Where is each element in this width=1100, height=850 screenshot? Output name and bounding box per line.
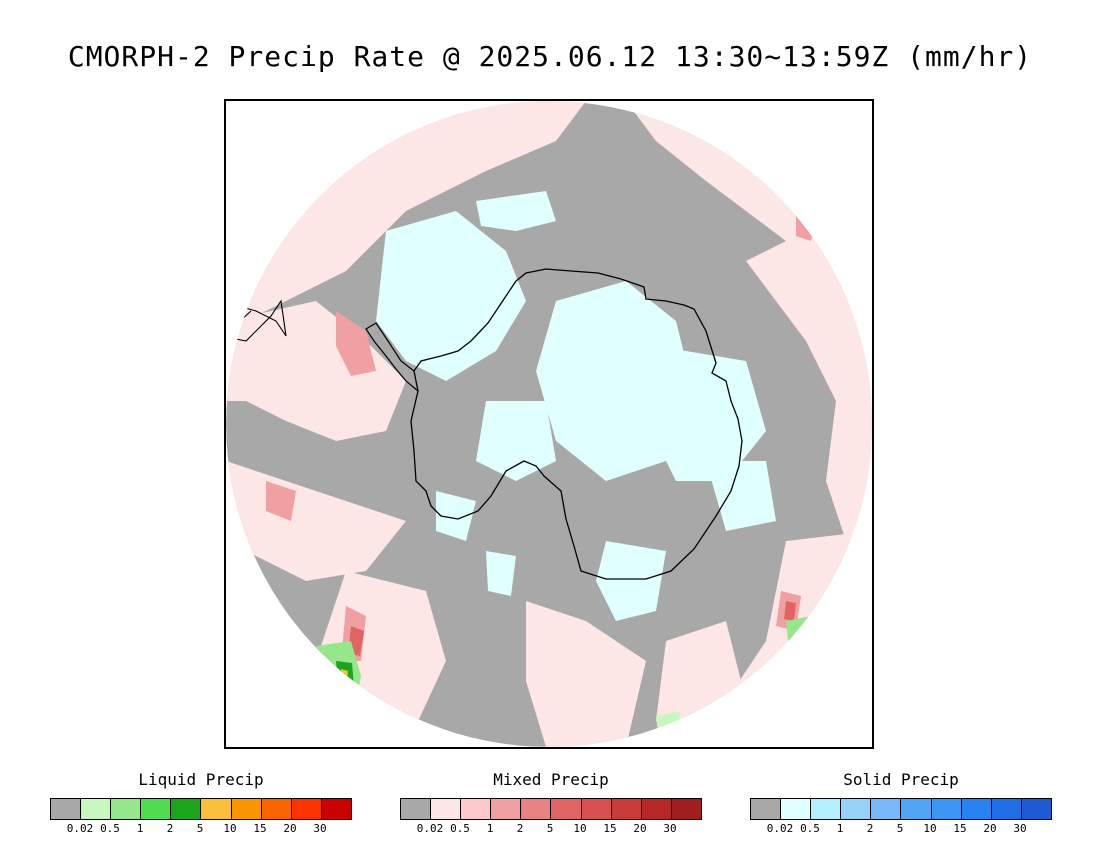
legend-swatch (111, 799, 142, 819)
legend-title: Solid Precip (843, 770, 959, 789)
legend-tick-label: 0.02 (766, 822, 794, 835)
legend-tick-label: 15 (253, 822, 267, 835)
legend-solid: Solid Precip 0.02 0.5 1 2 5 10 15 20 30 (750, 770, 1052, 836)
legend-tick-label: 5 (196, 822, 204, 835)
legend-mixed: Mixed Precip 0.02 0.5 1 2 5 10 15 20 30 (400, 770, 702, 836)
legend-tick-label: 5 (546, 822, 554, 835)
legend-tick-label: 0.5 (450, 822, 470, 835)
legend-tick-label: 20 (983, 822, 997, 835)
legend-swatch (491, 799, 522, 819)
legend-tick-label: 30 (313, 822, 327, 835)
antarctic-peninsula (365, 322, 419, 392)
legend-tick-label: 15 (953, 822, 967, 835)
legend-swatch (641, 799, 672, 819)
solid-precip-areas (376, 191, 776, 621)
legend-swatch (1021, 799, 1051, 819)
legend-swatch (521, 799, 552, 819)
legend-ticks: 0.02 0.5 1 2 5 10 15 20 30 (750, 822, 1052, 836)
polar-map (224, 99, 874, 749)
legend-swatch (751, 799, 782, 819)
legend-swatch (551, 799, 582, 819)
legend-tick-label: 0.5 (800, 822, 820, 835)
legend-swatch (261, 799, 292, 819)
map-title: CMORPH-2 Precip Rate @ 2025.06.12 13:30~… (67, 40, 1033, 73)
legend-tick-label: 30 (1013, 822, 1027, 835)
legend-tick-label: 20 (283, 822, 297, 835)
legend-tick-label: 2 (516, 822, 524, 835)
legend-swatch (961, 799, 992, 819)
legend-color-bar (750, 798, 1052, 820)
legend-swatch (321, 799, 351, 819)
legend-tick-label: 0.5 (100, 822, 120, 835)
legend-swatch (401, 799, 432, 819)
legend-swatch (201, 799, 232, 819)
legend-swatch (581, 799, 612, 819)
legend-tick-label: 10 (573, 822, 587, 835)
legend-swatch (51, 799, 82, 819)
legend-title: Liquid Precip (138, 770, 264, 789)
legend-color-bar (50, 798, 352, 820)
legend-tick-label: 2 (866, 822, 874, 835)
legend-tick-label: 10 (923, 822, 937, 835)
legend-swatch (461, 799, 492, 819)
legend-swatch (431, 799, 462, 819)
legend-swatch (811, 799, 842, 819)
legend-swatch (901, 799, 932, 819)
legend-swatch (81, 799, 112, 819)
legend-liquid: Liquid Precip 0.02 0.5 1 2 5 10 15 20 30 (50, 770, 352, 836)
legend-ticks: 0.02 0.5 1 2 5 10 15 20 30 (400, 822, 702, 836)
legend-ticks: 0.02 0.5 1 2 5 10 15 20 30 (50, 822, 352, 836)
legend-tick-label: 10 (223, 822, 237, 835)
legend-tick-label: 30 (663, 822, 677, 835)
legend-tick-label: 1 (836, 822, 844, 835)
precip-map-svg (226, 101, 872, 747)
legend-tick-label: 5 (896, 822, 904, 835)
legend-swatch (931, 799, 962, 819)
legend-swatch (171, 799, 202, 819)
legend-swatch (611, 799, 642, 819)
legend-tick-label: 15 (603, 822, 617, 835)
legend-tick-label: 20 (633, 822, 647, 835)
legend-swatch (231, 799, 262, 819)
legend-tick-label: 0.02 (416, 822, 444, 835)
legend-swatch (991, 799, 1022, 819)
legend-tick-label: 1 (486, 822, 494, 835)
legend-swatch (781, 799, 812, 819)
legend-color-bar (400, 798, 702, 820)
legend-tick-label: 2 (166, 822, 174, 835)
legend-tick-label: 1 (136, 822, 144, 835)
legend-swatch (141, 799, 172, 819)
legend-swatch (291, 799, 322, 819)
legend-title: Mixed Precip (493, 770, 609, 789)
antarctica-coastline (410, 268, 743, 580)
legend-swatch (841, 799, 872, 819)
legend-tick-label: 0.02 (66, 822, 94, 835)
legend-swatch (671, 799, 701, 819)
legend-swatch (871, 799, 902, 819)
